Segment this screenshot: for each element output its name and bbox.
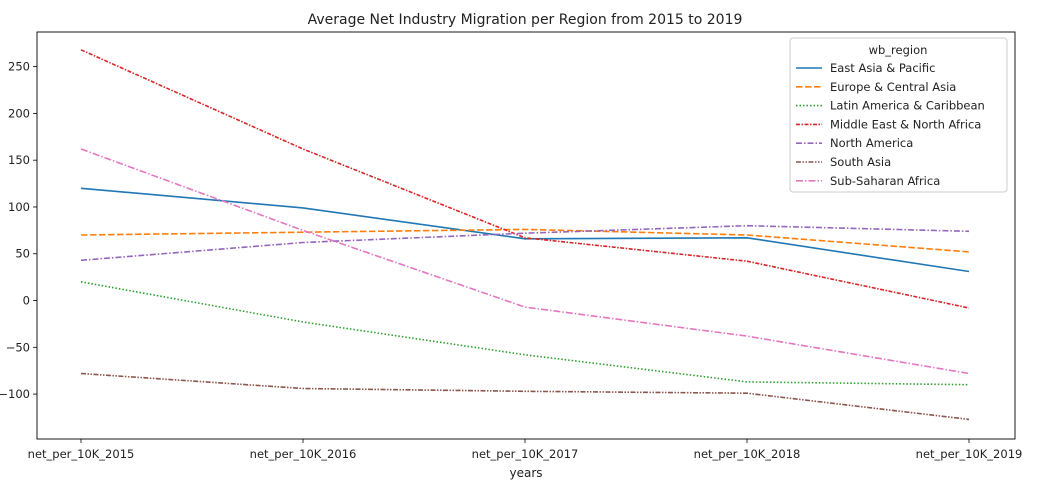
y-tick-label: 100 <box>8 200 30 214</box>
legend: wb_region East Asia & Pacific Europe & Ce… <box>789 37 1008 193</box>
legend-label: South Asia <box>830 155 891 169</box>
y-tick-label: 200 <box>8 106 30 120</box>
x-tick-label: net_per_10K_2019 <box>916 447 1023 461</box>
legend-box <box>789 37 1008 193</box>
series-line-north-america <box>80 224 970 262</box>
x-axis: net_per_10K_2015 net_per_10K_2016 net_per_… <box>28 439 1023 461</box>
x-tick-label: net_per_10K_2017 <box>472 447 579 461</box>
legend-items: East Asia & Pacific Europe & Central Asia… <box>796 61 985 188</box>
legend-label: Middle East & North Africa <box>830 117 981 131</box>
legend-label: North America <box>830 136 913 150</box>
x-tick-label: net_per_10K_2015 <box>28 447 135 461</box>
legend-label: Sub-Saharan Africa <box>830 174 940 188</box>
series-line-south-asia <box>80 372 970 421</box>
legend-label: Europe & Central Asia <box>830 80 956 94</box>
x-tick-label: net_per_10K_2016 <box>250 447 357 461</box>
y-axis: −100 −50 0 50 100 150 200 250 <box>0 60 37 401</box>
x-axis-label: years <box>509 466 542 480</box>
legend-title: wb_region <box>869 43 928 57</box>
y-tick-label: 0 <box>23 294 30 308</box>
plot-frame <box>36 31 1016 440</box>
y-tick-label: −50 <box>6 340 30 354</box>
legend-label: Latin America & Caribbean <box>830 99 985 113</box>
chart-title: Average Net Industry Migration per Regio… <box>308 12 743 28</box>
series-line-europe-central-asia <box>80 228 970 253</box>
x-tick-label: net_per_10K_2018 <box>694 447 801 461</box>
plot-area <box>80 49 970 421</box>
y-tick-label: 250 <box>8 60 30 74</box>
series-line-middle-east-north-africa <box>80 49 970 309</box>
legend-label: East Asia & Pacific <box>830 61 935 75</box>
series-line-latin-america-caribbean <box>80 281 970 386</box>
y-tick-label: 50 <box>15 247 30 261</box>
y-tick-label: −100 <box>0 387 30 401</box>
y-tick-label: 150 <box>8 153 30 167</box>
series-line-east-asia-pacific <box>80 187 970 273</box>
